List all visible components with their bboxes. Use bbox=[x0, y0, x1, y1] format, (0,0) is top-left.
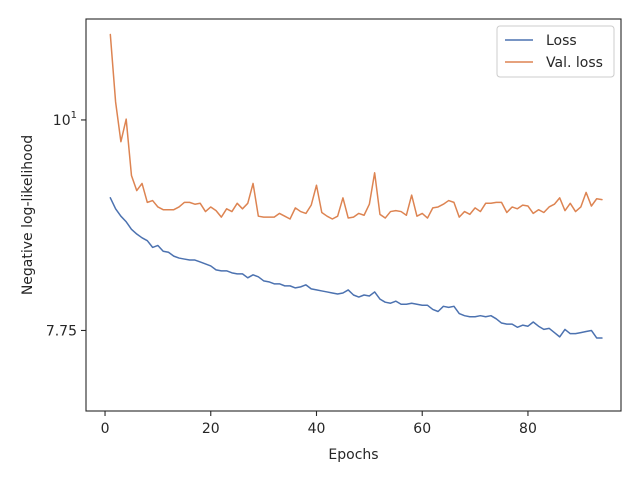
series-line-loss bbox=[109, 197, 603, 339]
y-tick-label-7-75: 7.75 bbox=[46, 323, 77, 339]
legend: Loss Val. loss bbox=[496, 25, 615, 78]
legend-label-loss: Loss bbox=[546, 33, 577, 49]
ticks-layer: 0 20 40 60 80 7.75 101 bbox=[46, 110, 537, 437]
y-tick-label-10: 101 bbox=[53, 110, 77, 129]
plot-background bbox=[86, 19, 621, 411]
y-axis-label: Negative log-likelihood bbox=[20, 135, 36, 295]
series-layer bbox=[109, 33, 603, 339]
x-tick-label-60: 60 bbox=[413, 421, 431, 437]
plot-frame bbox=[85, 18, 622, 412]
x-tick-label-40: 40 bbox=[308, 421, 326, 437]
x-tick-label-20: 20 bbox=[202, 421, 220, 437]
x-tick-label-0: 0 bbox=[101, 421, 110, 437]
x-tick-label-80: 80 bbox=[519, 421, 537, 437]
legend-frame bbox=[496, 25, 615, 78]
series-line-val-loss bbox=[109, 33, 603, 220]
legend-label-val-loss: Val. loss bbox=[546, 55, 603, 71]
x-axis-label: Epochs bbox=[328, 447, 378, 463]
